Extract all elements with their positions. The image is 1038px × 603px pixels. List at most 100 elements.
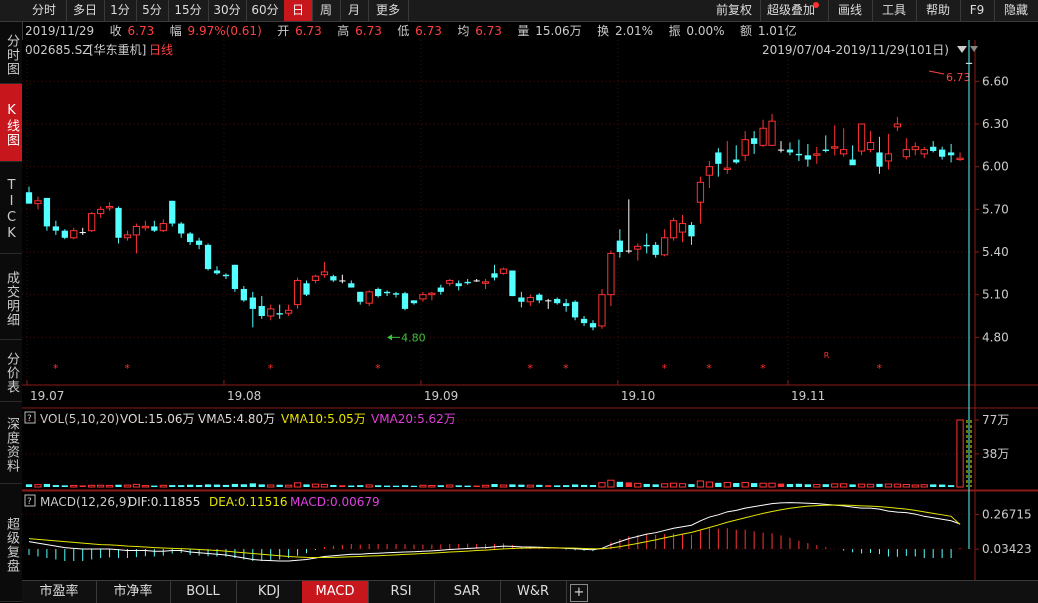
tool-button-2[interactable]: 画线 bbox=[828, 0, 873, 21]
candle bbox=[34, 196, 42, 210]
volume-bar bbox=[920, 484, 928, 488]
add-indicator-icon[interactable]: + bbox=[570, 584, 588, 602]
candle bbox=[536, 293, 543, 304]
period-tab-7[interactable]: 日 bbox=[284, 0, 313, 21]
volume-bar bbox=[231, 483, 239, 487]
candle-body bbox=[43, 197, 51, 227]
indicator-tab-7[interactable]: W&R bbox=[500, 581, 567, 603]
volume-bar bbox=[822, 484, 829, 487]
candle-body bbox=[231, 264, 239, 289]
candle-body bbox=[70, 230, 78, 239]
tool-button-3[interactable]: 工具 bbox=[872, 0, 917, 21]
quote-vol: 15.06万 bbox=[535, 24, 582, 38]
side-tab-4[interactable]: 分价表 bbox=[0, 340, 22, 402]
candle-body bbox=[813, 153, 821, 156]
range-dropdown-icon[interactable] bbox=[957, 46, 978, 53]
candle-body bbox=[536, 294, 543, 301]
period-tab-1[interactable]: 多日 bbox=[66, 0, 105, 21]
kline-chart[interactable]: 002685.SZ [华东重机] 日线 2019/07/04-2019/11/2… bbox=[22, 40, 1038, 580]
side-tab-0[interactable]: 分时图 bbox=[0, 22, 22, 84]
volume-bar bbox=[88, 484, 96, 488]
volume-header: ? VOL(5,10,20) VOL:15.06万 VMA5:4.80万 VMA… bbox=[24, 411, 456, 426]
candle bbox=[410, 300, 418, 305]
volume-bar bbox=[61, 485, 68, 487]
price-tick-label: 6.60 bbox=[982, 74, 1009, 88]
period-tab-6[interactable]: 60分 bbox=[246, 0, 285, 21]
candle-body bbox=[509, 270, 516, 297]
side-tab-5[interactable]: 深度资料 bbox=[0, 402, 22, 484]
quote-line: 2019/11/29 收 6.73 幅 9.97%(0.61) 开 6.73 高… bbox=[25, 22, 799, 40]
volume-bar bbox=[751, 483, 758, 487]
volume-bar bbox=[25, 484, 33, 487]
candle bbox=[705, 160, 714, 188]
candle bbox=[795, 139, 803, 161]
tool-button-4[interactable]: 帮助 bbox=[916, 0, 961, 21]
candle bbox=[115, 206, 122, 244]
candle bbox=[348, 280, 355, 288]
period-tab-9[interactable]: 月 bbox=[340, 0, 369, 21]
candle bbox=[741, 131, 749, 161]
candle-body bbox=[696, 181, 705, 203]
indicator-tab-5[interactable]: RSI bbox=[368, 581, 435, 603]
candle bbox=[311, 274, 320, 284]
period-tab-3[interactable]: 5分 bbox=[136, 0, 169, 21]
period-tab-2[interactable]: 1分 bbox=[104, 0, 137, 21]
date-tick-label: 19.08 bbox=[227, 389, 261, 403]
volume-bar bbox=[375, 485, 382, 487]
volume-bar bbox=[678, 483, 687, 488]
candle-body bbox=[132, 225, 141, 236]
candle-body bbox=[159, 223, 167, 232]
candle-body bbox=[96, 208, 105, 215]
candle bbox=[822, 135, 829, 153]
indicator-tab-2[interactable]: BOLL bbox=[170, 581, 237, 603]
candle bbox=[464, 279, 471, 285]
tool-button-5[interactable]: F9 bbox=[960, 0, 995, 21]
volume-bar bbox=[930, 484, 937, 487]
candle-body bbox=[634, 245, 642, 250]
candle bbox=[401, 291, 409, 311]
date-range[interactable]: 2019/07/04-2019/11/29(101日) bbox=[762, 43, 949, 57]
period-tab-10[interactable]: 更多 bbox=[368, 0, 409, 21]
indicator-tab-6[interactable]: SAR bbox=[434, 581, 501, 603]
candle-body bbox=[258, 306, 265, 316]
indicator-tab-1[interactable]: 市净率 bbox=[96, 581, 171, 603]
event-star-icon: * bbox=[375, 362, 381, 375]
volume-bar bbox=[401, 485, 409, 487]
period-tab-4[interactable]: 15分 bbox=[168, 0, 209, 21]
dea-value: DEA:0.11516 bbox=[209, 495, 288, 509]
tool-button-0[interactable]: 前复权 bbox=[708, 0, 761, 21]
period-tab-5[interactable]: 30分 bbox=[208, 0, 247, 21]
volume-bar bbox=[491, 484, 498, 487]
candle-body bbox=[759, 127, 767, 146]
volume-bar bbox=[733, 482, 740, 487]
side-tab-3[interactable]: 成交明细 bbox=[0, 254, 22, 340]
indicator-tab-0[interactable]: 市盈率 bbox=[22, 581, 97, 603]
candle-body bbox=[580, 318, 588, 324]
volume-bar bbox=[554, 485, 561, 487]
indicator-tab-4[interactable]: MACD bbox=[302, 581, 369, 603]
tool-button-1[interactable]: 超级叠加 bbox=[760, 0, 829, 21]
candle-body bbox=[303, 283, 310, 295]
vma10-value: VMA10:5.05万 bbox=[281, 412, 366, 426]
side-tab-2[interactable]: TICK bbox=[0, 162, 22, 254]
candle-body bbox=[401, 293, 409, 309]
low-price-label: 4.80 bbox=[401, 331, 426, 344]
period-tab-8[interactable]: 周 bbox=[312, 0, 341, 21]
period-tab-0[interactable]: 分时 bbox=[22, 0, 67, 21]
volume-bar bbox=[866, 483, 875, 488]
candle-body bbox=[857, 123, 866, 152]
candle bbox=[132, 223, 141, 254]
quote-date: 2019/11/29 bbox=[25, 24, 95, 38]
candle bbox=[141, 220, 150, 231]
volume-bar bbox=[481, 484, 490, 488]
candle bbox=[571, 300, 579, 321]
candle bbox=[284, 304, 293, 316]
quote-avg-label: 均 bbox=[457, 24, 470, 38]
candle-body bbox=[284, 309, 293, 314]
side-tab-6[interactable]: 超级复盘 bbox=[0, 484, 22, 602]
candle bbox=[688, 222, 695, 245]
tool-button-6[interactable]: 隐藏 bbox=[994, 0, 1038, 21]
volume-bar bbox=[105, 484, 114, 488]
indicator-tab-3[interactable]: KDJ bbox=[236, 581, 303, 603]
side-tab-1[interactable]: K线图 bbox=[0, 84, 22, 162]
